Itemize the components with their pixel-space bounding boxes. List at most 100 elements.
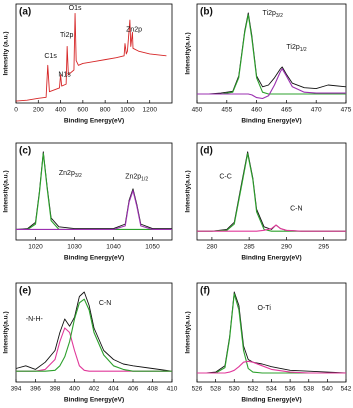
x-tick-label: 280	[206, 244, 217, 251]
annotation-text: C1s	[44, 53, 57, 60]
x-tick-label: 526	[192, 386, 203, 393]
spectrum-line	[15, 291, 173, 372]
spectrum-line	[16, 153, 172, 230]
x-tick-label: 290	[281, 244, 292, 251]
spectrum-line	[197, 293, 346, 374]
y-axis-label: Intensity(a.u.)	[185, 311, 192, 353]
x-tick-label: 538	[303, 386, 314, 393]
x-tick-label: 534	[266, 386, 277, 393]
x-tick-label: 396	[30, 386, 41, 393]
panel-label: (f)	[200, 286, 210, 297]
plot-frame	[196, 3, 347, 104]
annotation-subscript: 1/2	[141, 177, 148, 183]
annotation-text: -N-H-	[26, 316, 44, 323]
x-axis-label: Binding Energy(eV)	[64, 397, 124, 404]
peak-annotation: C-N	[99, 300, 111, 307]
x-axis-label: Binding Energy(eV)	[64, 118, 124, 125]
spectrum-line	[16, 327, 172, 372]
spectrum-line	[16, 190, 172, 230]
peak-annotation: Ti2p3/2	[263, 10, 284, 19]
x-tick-label: 536	[285, 386, 296, 393]
x-tick-label: 0	[14, 107, 18, 114]
panel-label: (a)	[19, 7, 31, 18]
x-tick-label: 1050	[145, 244, 160, 251]
x-tick-label: 800	[100, 107, 111, 114]
y-axis-label: Intensity(a.u.)	[3, 311, 10, 353]
x-tick-label: 1020	[28, 244, 43, 251]
peak-annotation: Ti2p1/2	[286, 44, 307, 53]
x-tick-label: 398	[50, 386, 61, 393]
x-tick-label: 404	[108, 386, 119, 393]
spectrum-line	[197, 151, 346, 232]
y-axis-label: Intensity(a.u.)	[185, 32, 192, 74]
panel-label: (e)	[19, 286, 31, 297]
annotation-text: Ti2p	[263, 10, 276, 17]
x-tick-label: 475	[341, 107, 352, 114]
x-tick-label: 285	[244, 244, 255, 251]
annotation-subscript: 3/2	[276, 13, 283, 19]
x-tick-label: 600	[77, 107, 88, 114]
plot-frame	[15, 3, 173, 104]
peak-annotation: Ti2p	[60, 32, 73, 39]
annotation-subscript: 1/2	[300, 48, 307, 54]
plot-frame	[196, 142, 347, 241]
x-tick-label: 406	[128, 386, 139, 393]
x-tick-label: 408	[147, 386, 158, 393]
spectrum-line	[16, 298, 172, 372]
y-axis-label: Intensity (a.u.)	[3, 31, 10, 75]
peak-annotation: Zn2p	[126, 26, 142, 33]
x-tick-label: 295	[318, 244, 329, 251]
x-tick-label: 1040	[106, 244, 121, 251]
panel-label: (b)	[200, 7, 213, 18]
spectrum-line	[197, 14, 346, 95]
annotation-text: Zn2p	[126, 26, 142, 33]
x-tick-label: 400	[55, 107, 66, 114]
annotation-subscript: 3/2	[75, 173, 82, 179]
spectrum-line	[197, 12, 347, 95]
peak-annotation: N1s	[58, 72, 71, 79]
x-tick-label: 542	[341, 386, 352, 393]
annotation-text: C-C	[219, 173, 231, 180]
y-axis-label: Intensity(a.u.)	[185, 170, 192, 212]
x-tick-label: 532	[247, 386, 258, 393]
x-tick-label: 455	[221, 107, 232, 114]
spectrum-line	[197, 68, 346, 100]
x-tick-label: 530	[229, 386, 240, 393]
annotation-text: O1s	[69, 5, 82, 12]
x-tick-label: 400	[69, 386, 80, 393]
x-tick-label: 540	[322, 386, 333, 393]
x-tick-label: 1000	[120, 107, 135, 114]
annotation-text: Zn2p	[125, 173, 141, 180]
y-axis-label: Intensity(a.u.)	[3, 170, 10, 212]
x-tick-label: 450	[192, 107, 203, 114]
annotation-text: Ti2p	[60, 32, 73, 39]
x-tick-label: 528	[210, 386, 221, 393]
spectrum-line	[197, 153, 346, 232]
x-tick-label: 460	[251, 107, 262, 114]
panel-label: (d)	[200, 146, 213, 157]
peak-annotation: O1s	[69, 5, 82, 12]
spectrum-line	[197, 224, 346, 232]
x-tick-label: 394	[11, 386, 22, 393]
x-tick-label: 1200	[142, 107, 157, 114]
x-tick-label: 465	[281, 107, 292, 114]
spectrum-line	[197, 360, 346, 374]
plot-frame	[15, 142, 173, 241]
peak-annotation: C-N	[290, 205, 302, 212]
peak-annotation: C-C	[219, 173, 231, 180]
peak-annotation: Zn2p3/2	[59, 170, 82, 179]
spectrum-line	[197, 291, 347, 374]
spectrum-line	[15, 12, 167, 102]
x-axis-label: Binding Energy(eV)	[241, 255, 301, 262]
panel-label: (c)	[19, 146, 31, 157]
annotation-text: C-N	[290, 205, 302, 212]
peak-annotation: -N-H-	[26, 316, 44, 323]
annotation-text: Ti2p	[286, 44, 299, 51]
peak-annotation: C1s	[44, 53, 57, 60]
x-axis-label: Binding Energy(eV)	[241, 397, 301, 404]
x-axis-label: Binding Energy(eV)	[241, 118, 301, 125]
x-tick-label: 1030	[67, 244, 82, 251]
x-tick-label: 470	[311, 107, 322, 114]
